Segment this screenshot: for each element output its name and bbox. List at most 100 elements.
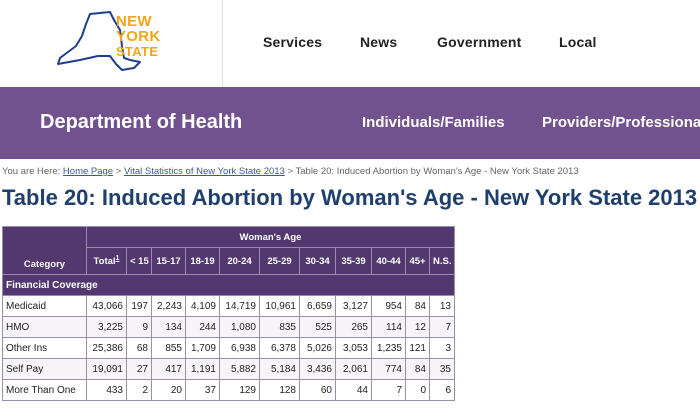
row-value-cell: 19,091: [86, 358, 127, 380]
age-column-header: 18-19: [185, 247, 220, 275]
row-value-cell: 12: [405, 316, 430, 338]
row-value-cell: 3,436: [299, 358, 336, 380]
abortion-age-table: Category Woman's Age Total1 < 15 15-17 1…: [2, 226, 455, 401]
row-value-cell: 244: [185, 316, 220, 338]
row-value-cell: 129: [219, 379, 260, 401]
row-value-cell: 835: [259, 316, 300, 338]
nys-map-icon: [57, 11, 141, 71]
row-category-cell: Medicaid: [2, 295, 87, 317]
row-value-cell: 3: [429, 337, 455, 359]
nav-local-link[interactable]: Local: [559, 34, 597, 50]
row-value-cell: 3,225: [86, 316, 127, 338]
row-value-cell: 84: [405, 295, 430, 317]
row-value-cell: 433: [86, 379, 127, 401]
row-value-cell: 43,066: [86, 295, 127, 317]
row-value-cell: 6: [429, 379, 455, 401]
row-category-cell: Self Pay: [2, 358, 87, 380]
total-footnote-link[interactable]: 1: [115, 254, 120, 262]
department-bar: Department of Health Individuals/Familie…: [0, 87, 700, 159]
row-value-cell: 7: [429, 316, 455, 338]
total-column-header: Total1: [86, 247, 127, 275]
row-value-cell: 128: [259, 379, 300, 401]
row-value-cell: 774: [371, 358, 406, 380]
row-value-cell: 121: [405, 337, 430, 359]
row-value-cell: 60: [299, 379, 336, 401]
breadcrumb-home-link[interactable]: Home Page: [62, 166, 114, 177]
row-value-cell: 44: [335, 379, 372, 401]
age-column-header: 20-24: [219, 247, 260, 275]
age-column-header: < 15: [126, 247, 152, 275]
row-value-cell: 6,378: [259, 337, 300, 359]
age-column-header: 40-44: [371, 247, 406, 275]
header-divider: [222, 0, 223, 87]
logo-text-york: YORK: [116, 28, 161, 45]
table-row: HMO 3,225 9 134 244 1,080 835 525 265 114 12 7: [2, 316, 455, 338]
row-value-cell: 1,709: [185, 337, 220, 359]
row-value-cell: 5,184: [259, 358, 300, 380]
row-value-cell: 2: [126, 379, 152, 401]
table-row: More Than One 433 2 20 37 129 128 60 44 7 0 6: [2, 379, 455, 401]
age-column-header: 35-39: [335, 247, 372, 275]
row-value-cell: 68: [126, 337, 152, 359]
row-category-cell: More Than One: [2, 379, 87, 401]
age-column-header: N.S.: [429, 247, 455, 275]
table-row: Other Ins 25,386 68 855 1,709 6,938 6,378 5,026…: [2, 337, 455, 359]
row-value-cell: 10,961: [259, 295, 300, 317]
individuals-families-link[interactable]: Individuals/Families: [362, 114, 505, 131]
row-value-cell: 2,243: [151, 295, 186, 317]
row-value-cell: 35: [429, 358, 455, 380]
row-value-cell: 525: [299, 316, 336, 338]
row-value-cell: 84: [405, 358, 430, 380]
breadcrumb-separator: >: [287, 166, 294, 177]
row-value-cell: 1,235: [371, 337, 406, 359]
row-value-cell: 954: [371, 295, 406, 317]
row-value-cell: 2,061: [335, 358, 372, 380]
age-column-header: 25-29: [259, 247, 300, 275]
row-value-cell: 27: [126, 358, 152, 380]
row-value-cell: 6,938: [219, 337, 260, 359]
table-row: Medicaid 43,066 197 2,243 4,109 14,719 10,961 6…: [2, 295, 455, 317]
row-value-cell: 0: [405, 379, 430, 401]
nav-services-link[interactable]: Services: [263, 34, 323, 50]
row-value-cell: 3,053: [335, 337, 372, 359]
row-value-cell: 7: [371, 379, 406, 401]
age-column-header: 15-17: [151, 247, 186, 275]
logo-text-new: NEW: [116, 13, 152, 30]
logo-text-state: STATE: [116, 44, 159, 59]
row-value-cell: 114: [371, 316, 406, 338]
page-title: Table 20: Induced Abortion by Woman's Ag…: [2, 185, 698, 210]
row-value-cell: 1,080: [219, 316, 260, 338]
row-value-cell: 25,386: [86, 337, 127, 359]
row-value-cell: 20: [151, 379, 186, 401]
row-value-cell: 5,026: [299, 337, 336, 359]
breadcrumb-separator: >: [115, 166, 122, 177]
category-column-header: Category: [2, 226, 87, 275]
age-column-header: 45+: [405, 247, 430, 275]
row-value-cell: 134: [151, 316, 186, 338]
row-value-cell: 265: [335, 316, 372, 338]
department-title[interactable]: Department of Health: [40, 111, 243, 133]
row-value-cell: 5,882: [219, 358, 260, 380]
breadcrumb-prefix: You are Here:: [2, 166, 61, 177]
row-category-cell: Other Ins: [2, 337, 87, 359]
breadcrumb: You are Here: Home Page > Vital Statisti…: [2, 166, 579, 177]
row-value-cell: 417: [151, 358, 186, 380]
row-value-cell: 14,719: [219, 295, 260, 317]
top-header: NEW YORK STATE Services News Government …: [0, 0, 700, 87]
row-value-cell: 13: [429, 295, 455, 317]
section-row: Financial Coverage: [2, 274, 455, 296]
breadcrumb-section-link[interactable]: Vital Statistics of New York State 2013: [123, 166, 285, 177]
row-value-cell: 855: [151, 337, 186, 359]
table-row: Self Pay 19,091 27 417 1,191 5,882 5,184 3,436 2…: [2, 358, 455, 380]
providers-professionals-link[interactable]: Providers/Professionals: [542, 114, 700, 131]
breadcrumb-current: Table 20: Induced Abortion by Woman's Ag…: [295, 166, 579, 177]
nav-government-link[interactable]: Government: [437, 34, 522, 50]
section-financial-coverage: Financial Coverage: [2, 274, 455, 296]
age-column-header: 30-34: [299, 247, 336, 275]
row-value-cell: 6,659: [299, 295, 336, 317]
nys-logo[interactable]: NEW YORK STATE: [50, 6, 170, 78]
nav-news-link[interactable]: News: [360, 34, 398, 50]
row-value-cell: 3,127: [335, 295, 372, 317]
row-value-cell: 4,109: [185, 295, 220, 317]
row-value-cell: 1,191: [185, 358, 220, 380]
